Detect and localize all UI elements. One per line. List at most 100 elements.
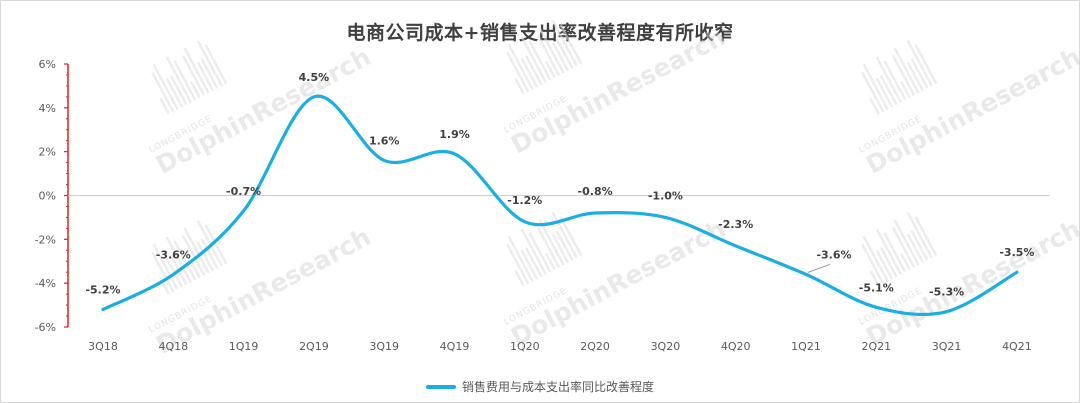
watermark-bar xyxy=(538,27,565,74)
watermark-bar xyxy=(883,232,907,273)
legend-label: 销售费用与成本支出率同比改善程度 xyxy=(461,380,654,394)
watermark-bar xyxy=(173,60,197,101)
watermark-bar xyxy=(906,40,933,87)
watermark-bar xyxy=(506,51,530,93)
watermark-bar xyxy=(507,235,534,283)
watermark-bar xyxy=(891,227,916,268)
watermark-bar xyxy=(181,55,206,96)
watermark-bar xyxy=(165,77,184,108)
y-tick-label: -6% xyxy=(35,321,56,334)
watermark-bar xyxy=(200,58,219,89)
data-label: -5.1% xyxy=(859,281,894,294)
watermark-bar xyxy=(559,216,583,257)
watermark-bar xyxy=(906,212,933,259)
watermark-brand: DolphinResearch xyxy=(861,42,1080,180)
watermark-bar xyxy=(559,24,583,65)
y-tick-label: -2% xyxy=(35,233,56,246)
watermark-brand: DolphinResearch xyxy=(506,214,730,352)
watermark-bar xyxy=(173,240,197,281)
x-tick-label: 4Q21 xyxy=(1002,340,1032,353)
watermark-bar xyxy=(165,236,193,283)
watermark-bar xyxy=(528,232,552,273)
watermark-bar xyxy=(152,63,179,111)
chart-title: 电商公司成本+销售支出率改善程度有所收窄 xyxy=(346,22,734,44)
watermark-bar xyxy=(520,57,539,88)
watermark-bar xyxy=(914,44,938,85)
watermark-bar xyxy=(544,252,556,271)
watermark-bar xyxy=(159,97,170,115)
watermark-bar xyxy=(891,55,916,96)
watermark-bar xyxy=(507,43,534,91)
data-label: -1.2% xyxy=(507,194,542,207)
x-tick-label: 1Q19 xyxy=(229,340,259,353)
data-label-leader xyxy=(807,264,831,273)
watermark-bar xyxy=(906,61,925,92)
x-tick-label: 3Q19 xyxy=(369,340,399,353)
watermark-bar xyxy=(196,220,223,267)
watermark-bar xyxy=(204,44,228,85)
watermark-bar xyxy=(875,56,903,103)
watermark-bar xyxy=(875,249,894,280)
data-label: -5.2% xyxy=(85,283,120,296)
data-label: -3.6% xyxy=(816,248,851,261)
data-label: -3.5% xyxy=(999,246,1034,259)
plot-area xyxy=(101,94,1019,317)
data-label: -0.8% xyxy=(578,185,613,198)
watermark-bar xyxy=(520,249,539,280)
watermark-bar xyxy=(514,77,525,95)
watermark-bar xyxy=(883,60,907,101)
data-label: -2.3% xyxy=(718,218,753,231)
watermark-bar xyxy=(196,61,215,92)
watermark-bar xyxy=(183,227,210,274)
watermark-bar xyxy=(893,47,920,94)
watermark-bar xyxy=(869,269,880,287)
x-tick-label: 3Q18 xyxy=(88,340,118,353)
watermark-bar xyxy=(893,219,920,266)
watermark-brand: DolphinResearch xyxy=(506,22,730,160)
watermark-bar xyxy=(520,228,548,275)
x-tick-label: 3Q20 xyxy=(651,340,681,353)
watermark-bar xyxy=(538,219,565,266)
y-tick-label: 6% xyxy=(39,58,56,71)
watermark-bar xyxy=(551,233,570,264)
watermark-bar xyxy=(555,38,574,69)
x-tick-label: 4Q20 xyxy=(721,340,751,353)
data-labels: -5.2% -3.6% -0.7% 4.5% 1.6% 1.9% -1.2% -0.8% -1.… xyxy=(85,71,1034,299)
watermark-bar xyxy=(520,36,548,83)
watermark-brand: DolphinResearch xyxy=(861,214,1080,352)
x-tick-label: 4Q18 xyxy=(158,340,188,353)
watermark-bar xyxy=(152,243,179,291)
watermark-bar xyxy=(200,238,219,269)
watermark-bar xyxy=(875,228,903,275)
series-line xyxy=(101,94,1019,317)
watermark-bar xyxy=(544,60,556,79)
x-tick-label: 2Q19 xyxy=(299,340,329,353)
data-label: -0.7% xyxy=(226,185,261,198)
x-tick-label: 1Q20 xyxy=(510,340,540,353)
axes: -6% -4% -2% 0% 2% 4% 6% 3Q18 4Q18 1Q19 2Q19 3Q19 4Q1… xyxy=(35,58,1050,353)
y-tick-label: 0% xyxy=(39,190,56,203)
watermark-bar xyxy=(524,54,543,86)
y-tick-label: 4% xyxy=(39,102,56,115)
data-label: -3.6% xyxy=(156,248,191,261)
watermark-bar xyxy=(536,35,561,76)
watermark-bar xyxy=(506,243,530,285)
watermark-bar xyxy=(181,235,206,276)
watermark-bar xyxy=(910,230,929,261)
watermark-bar xyxy=(169,74,188,106)
y-tick-label: -4% xyxy=(35,277,56,290)
data-label: -1.0% xyxy=(648,189,683,202)
watermark-bar xyxy=(861,243,885,285)
watermark-bar xyxy=(514,269,525,287)
x-tick-label: 2Q21 xyxy=(861,340,891,353)
watermark-bar xyxy=(869,97,880,115)
watermark-bar xyxy=(151,71,175,113)
x-tick-label: 1Q21 xyxy=(791,340,821,353)
data-label: 1.6% xyxy=(369,134,400,147)
